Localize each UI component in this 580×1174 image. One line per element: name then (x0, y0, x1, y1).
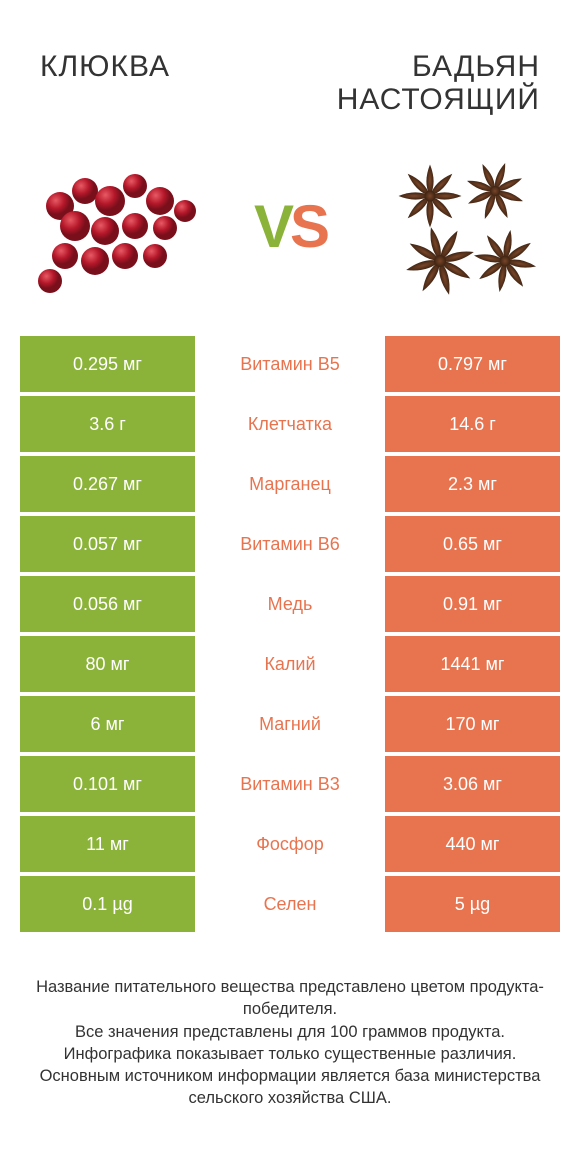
title-left: КЛЮКВА (40, 50, 170, 116)
cell-left-value: 3.6 г (20, 396, 195, 452)
table-row: 0.267 мгМарганец2.3 мг (20, 456, 560, 512)
footer-line-3: Инфографика показывает только существенн… (30, 1043, 550, 1065)
cell-nutrient-label: Селен (195, 876, 385, 932)
cell-right-value: 14.6 г (385, 396, 560, 452)
cell-left-value: 0.056 мг (20, 576, 195, 632)
cell-left-value: 80 мг (20, 636, 195, 692)
cell-right-value: 0.91 мг (385, 576, 560, 632)
images-row: VS (0, 136, 580, 336)
table-row: 0.295 мгВитамин B50.797 мг (20, 336, 560, 392)
cell-left-value: 0.101 мг (20, 756, 195, 812)
table-row: 3.6 гКлетчатка14.6 г (20, 396, 560, 452)
cell-right-value: 0.65 мг (385, 516, 560, 572)
cell-left-value: 0.1 µg (20, 876, 195, 932)
title-right: БАДЬЯННАСТОЯЩИЙ (337, 50, 540, 116)
cell-nutrient-label: Клетчатка (195, 396, 385, 452)
cell-right-value: 0.797 мг (385, 336, 560, 392)
table-row: 0.057 мгВитамин B60.65 мг (20, 516, 560, 572)
comparison-table: 0.295 мгВитамин B50.797 мг3.6 гКлетчатка… (0, 336, 580, 932)
cell-left-value: 0.057 мг (20, 516, 195, 572)
cell-right-value: 1441 мг (385, 636, 560, 692)
cell-nutrient-label: Витамин B3 (195, 756, 385, 812)
cell-left-value: 6 мг (20, 696, 195, 752)
cell-nutrient-label: Витамин B5 (195, 336, 385, 392)
footer-line-2: Все значения представлены для 100 граммо… (30, 1021, 550, 1043)
cell-left-value: 11 мг (20, 816, 195, 872)
table-row: 0.056 мгМедь0.91 мг (20, 576, 560, 632)
cell-right-value: 170 мг (385, 696, 560, 752)
table-row: 0.101 мгВитамин B33.06 мг (20, 756, 560, 812)
cell-right-value: 5 µg (385, 876, 560, 932)
cell-nutrient-label: Марганец (195, 456, 385, 512)
table-row: 80 мгКалий1441 мг (20, 636, 560, 692)
cell-right-value: 440 мг (385, 816, 560, 872)
header: КЛЮКВА БАДЬЯННАСТОЯЩИЙ (0, 0, 580, 136)
vs-v: V (254, 193, 290, 260)
cell-left-value: 0.295 мг (20, 336, 195, 392)
cell-right-value: 3.06 мг (385, 756, 560, 812)
footer-line-1: Название питательного вещества представл… (30, 976, 550, 1021)
cell-nutrient-label: Медь (195, 576, 385, 632)
table-row: 0.1 µgСелен5 µg (20, 876, 560, 932)
cell-left-value: 0.267 мг (20, 456, 195, 512)
vs-s: S (290, 193, 326, 260)
footer-line-4: Основным источником информации является … (30, 1065, 550, 1110)
cranberry-image (30, 141, 200, 311)
cell-right-value: 2.3 мг (385, 456, 560, 512)
vs-label: VS (254, 192, 326, 261)
footer-notes: Название питательного вещества представл… (0, 936, 580, 1110)
star-anise-image (380, 141, 550, 311)
cell-nutrient-label: Калий (195, 636, 385, 692)
cell-nutrient-label: Фосфор (195, 816, 385, 872)
table-row: 6 мгМагний170 мг (20, 696, 560, 752)
table-row: 11 мгФосфор440 мг (20, 816, 560, 872)
cell-nutrient-label: Магний (195, 696, 385, 752)
cell-nutrient-label: Витамин B6 (195, 516, 385, 572)
